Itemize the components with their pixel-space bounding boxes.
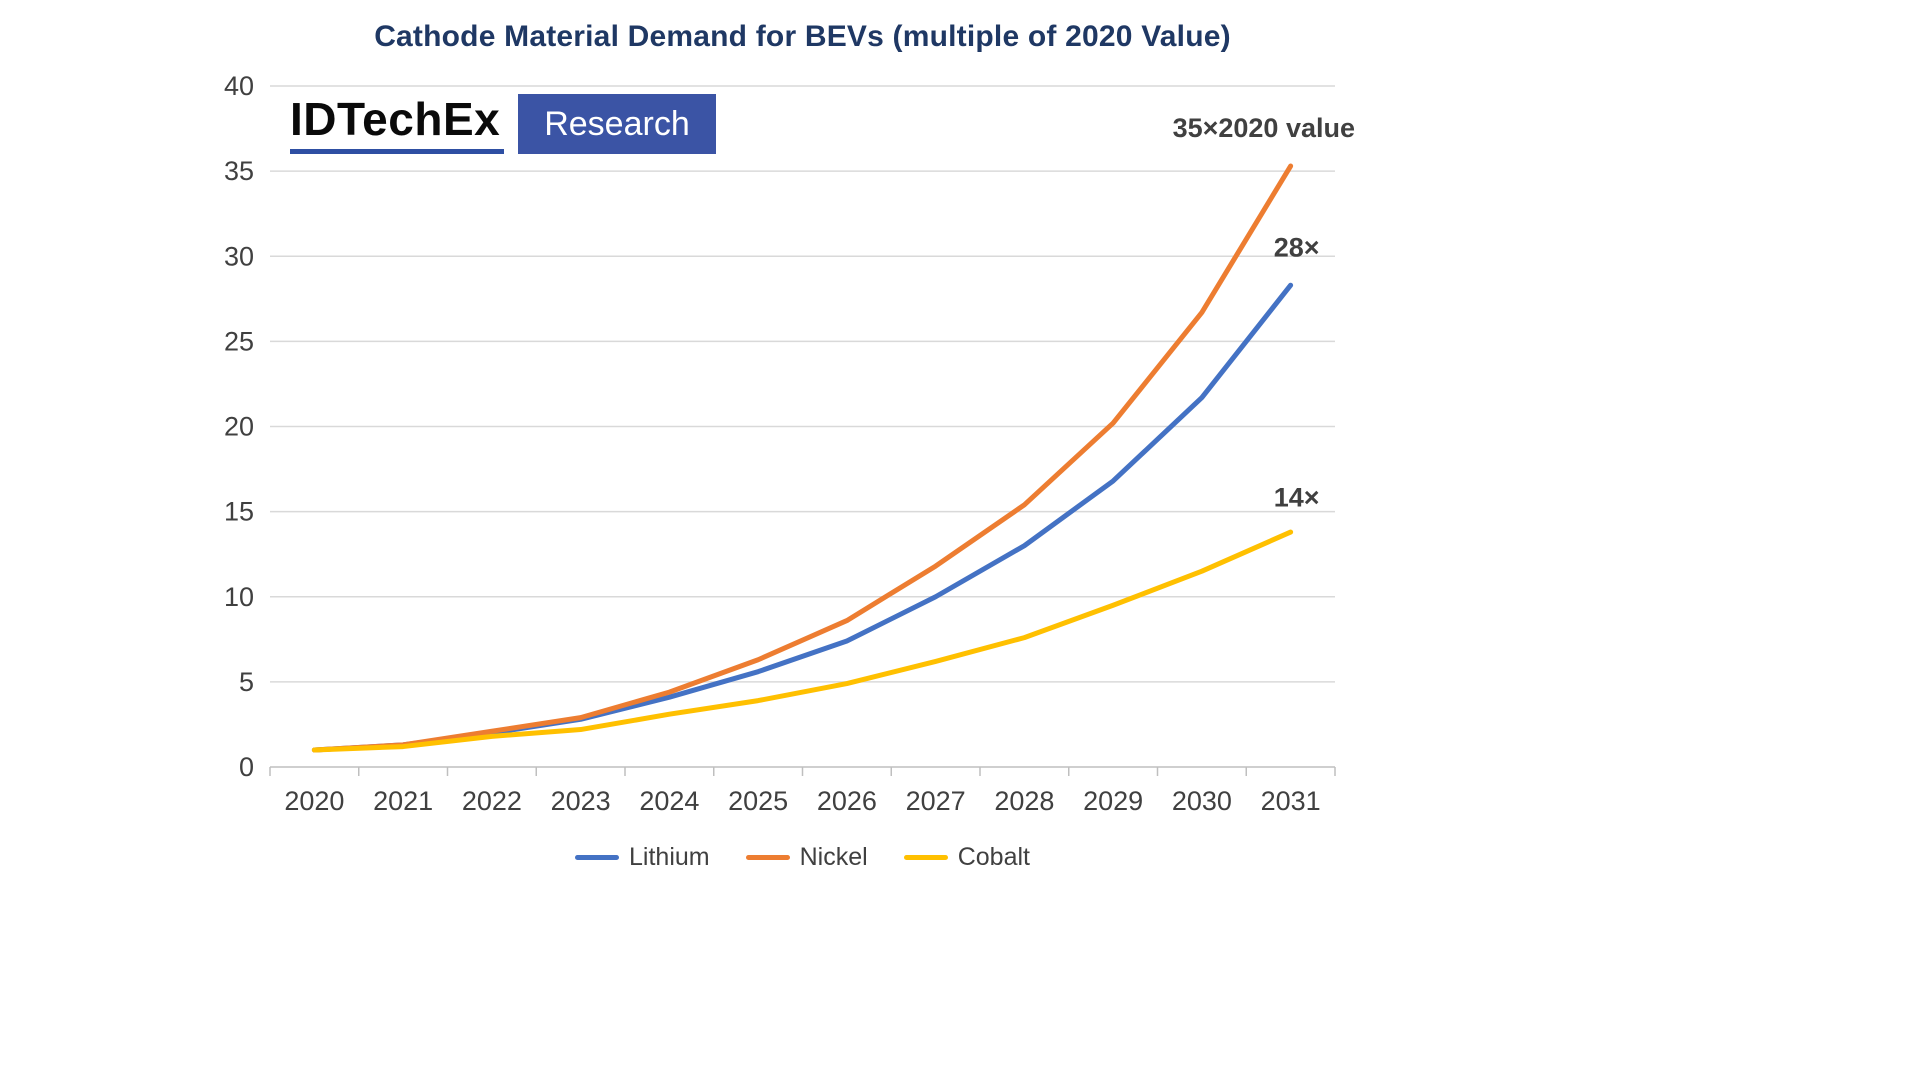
- legend-swatch-cobalt: [903, 855, 948, 860]
- y-axis-tick-label: 15: [224, 497, 254, 527]
- x-axis-tick-label: 2030: [1172, 786, 1232, 816]
- legend-label: Nickel: [799, 843, 868, 871]
- idtechex-logo-brand: IDTechEx: [290, 94, 505, 154]
- y-axis-tick-label: 40: [224, 71, 254, 101]
- x-axis-tick-label: 2023: [551, 786, 611, 816]
- legend-item-nickel: Nickel: [745, 843, 868, 872]
- series-line-nickel: [311, 163, 1294, 753]
- chart-title: Cathode Material Demand for BEVs (multip…: [374, 20, 1231, 53]
- annotation-35-2020-value: 35×2020 value: [1173, 113, 1355, 143]
- x-axis-tick-label: 2027: [906, 786, 966, 816]
- idtechex-logo: IDTechEx Research: [290, 94, 716, 154]
- y-axis-tick-label: 0: [239, 752, 254, 782]
- legend-item-lithium: Lithium: [575, 843, 710, 872]
- y-axis-tick-label: 20: [224, 412, 254, 442]
- legend-label: Cobalt: [957, 843, 1030, 871]
- y-axis-tick-label: 10: [224, 582, 254, 612]
- annotation-14-: 14×: [1274, 483, 1320, 513]
- x-axis-tick-label: 2026: [817, 786, 877, 816]
- series-line-cobalt: [311, 529, 1294, 753]
- x-axis-tick-label: 2025: [728, 786, 788, 816]
- y-axis-tick-label: 35: [224, 156, 254, 186]
- x-axis-tick-label: 2022: [462, 786, 522, 816]
- x-axis-tick-label: 2020: [284, 786, 344, 816]
- chart-legend: Lithium Nickel Cobalt: [270, 843, 1335, 872]
- y-axis-tick-label: 25: [224, 326, 254, 356]
- series-line-lithium: [311, 282, 1294, 753]
- legend-swatch-lithium: [575, 855, 620, 860]
- x-axis-tick-label: 2028: [994, 786, 1054, 816]
- y-axis-tick-label: 30: [224, 241, 254, 271]
- y-axis-tick-label: 5: [239, 667, 254, 697]
- x-axis-tick-label: 2021: [373, 786, 433, 816]
- x-axis-tick-label: 2029: [1083, 786, 1143, 816]
- legend-item-cobalt: Cobalt: [903, 843, 1030, 872]
- legend-swatch-nickel: [745, 855, 790, 860]
- annotation-28-: 28×: [1274, 232, 1320, 262]
- x-axis-tick-label: 2024: [639, 786, 699, 816]
- idtechex-logo-research-badge: Research: [518, 94, 716, 154]
- legend-label: Lithium: [629, 843, 710, 871]
- x-axis-tick-label: 2031: [1261, 786, 1321, 816]
